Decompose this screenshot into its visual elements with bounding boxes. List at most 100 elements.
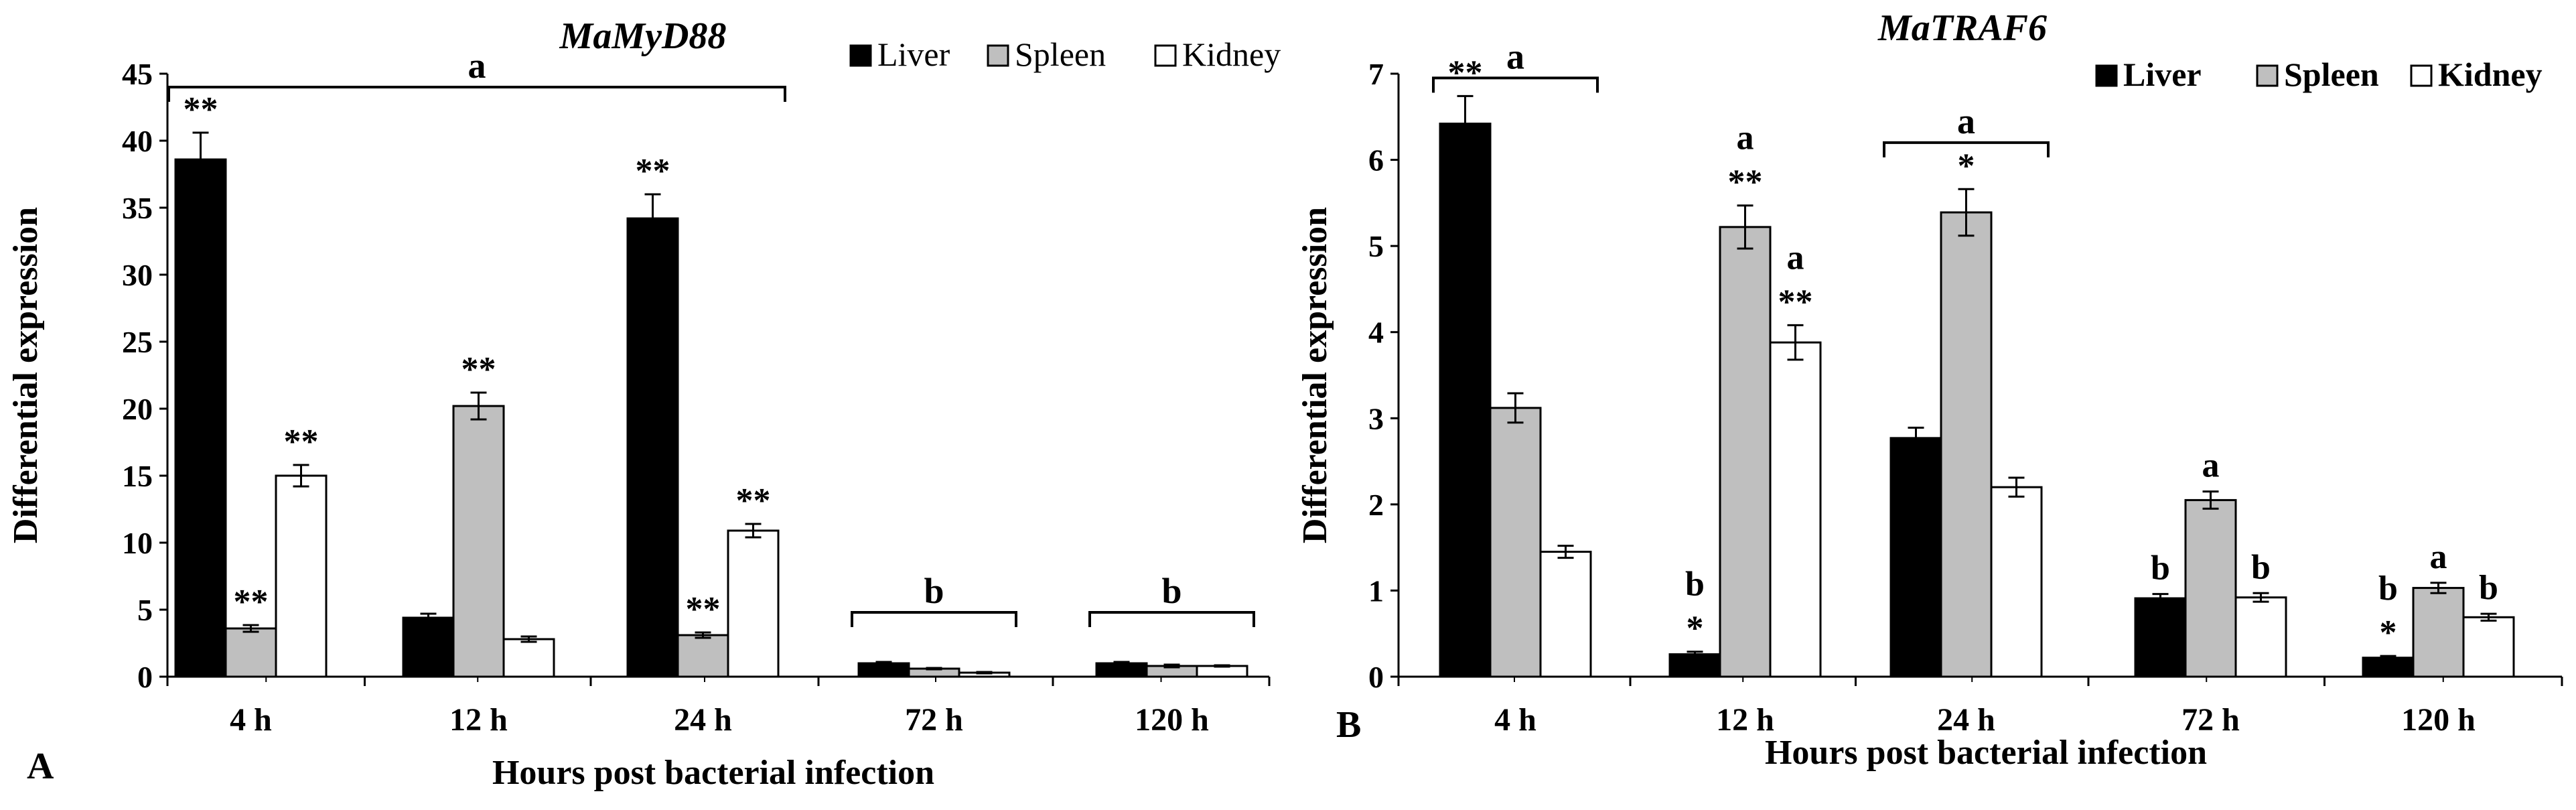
y-tick-label: 4 bbox=[1368, 316, 1384, 350]
legend-label-liver: Liver bbox=[877, 36, 950, 73]
x-axis-label: Hours post bacterial infection bbox=[492, 754, 934, 792]
bar-kidney-1 bbox=[502, 638, 555, 678]
bar-liver-1 bbox=[402, 616, 455, 678]
significance-mark: * bbox=[1687, 610, 1704, 648]
x-tick-label: 4 h bbox=[230, 702, 272, 738]
bar-spleen-1 bbox=[1719, 226, 1772, 678]
y-tick-label: 5 bbox=[137, 593, 153, 627]
significance-mark: ** bbox=[1778, 283, 1813, 321]
legend-swatch-spleen bbox=[2256, 64, 2279, 87]
y-tick-label: 45 bbox=[122, 57, 153, 91]
panel-label: B bbox=[1336, 704, 1361, 746]
y-tick-label: 2 bbox=[1368, 488, 1384, 522]
bar-liver-2 bbox=[626, 217, 679, 678]
legend-swatch-liver bbox=[849, 44, 872, 67]
group-letter: b bbox=[2251, 548, 2271, 586]
significance-bracket bbox=[851, 611, 1017, 627]
y-tick-label: 35 bbox=[122, 191, 153, 225]
bar-kidney-0 bbox=[275, 474, 328, 678]
significance-bracket bbox=[167, 86, 786, 102]
bracket-letter: a bbox=[468, 46, 486, 86]
y-tick-label: 3 bbox=[1368, 401, 1384, 435]
y-tick-label: 5 bbox=[1368, 229, 1384, 263]
bar-kidney-2 bbox=[1990, 486, 2043, 678]
significance-bracket bbox=[1088, 611, 1255, 627]
y-axis-label: Differential expression bbox=[7, 207, 45, 543]
bar-kidney-1 bbox=[1769, 341, 1822, 678]
significance-mark: ** bbox=[234, 583, 269, 621]
legend-label-kidney: Kidney bbox=[2438, 56, 2543, 93]
legend-swatch-liver bbox=[2095, 64, 2118, 87]
bar-spleen-0 bbox=[224, 627, 277, 678]
legend: Liver Spleen Kidney bbox=[2095, 56, 2543, 93]
bar-kidney-2 bbox=[727, 529, 780, 678]
significance-mark: ** bbox=[1448, 54, 1483, 92]
significance-mark: * bbox=[1958, 147, 1975, 185]
legend-swatch-kidney bbox=[2410, 64, 2433, 87]
significance-bracket bbox=[1432, 76, 1599, 93]
y-tick-label: 15 bbox=[122, 459, 153, 493]
y-tick-label: 1 bbox=[1368, 573, 1384, 608]
group-letter: b bbox=[1685, 565, 1705, 604]
y-axis-label: Differential expression bbox=[1296, 207, 1334, 543]
significance-mark: ** bbox=[636, 152, 670, 190]
legend-label-kidney: Kidney bbox=[1182, 36, 1281, 73]
significance-mark: ** bbox=[461, 350, 496, 389]
bar-spleen-2 bbox=[1940, 211, 1993, 678]
legend-swatch-kidney bbox=[1154, 44, 1177, 67]
chart-title: MaTRAF6 bbox=[1877, 7, 2047, 49]
x-tick-label: 24 h bbox=[674, 702, 732, 738]
legend-label-spleen: Spleen bbox=[1015, 36, 1106, 73]
significance-mark: ** bbox=[1728, 163, 1763, 202]
bar-liver-0 bbox=[174, 158, 227, 678]
y-tick-label: 40 bbox=[122, 124, 153, 158]
bracket-letter: b bbox=[1161, 571, 1182, 611]
significance-bracket bbox=[1883, 141, 2050, 157]
bar-spleen-0 bbox=[1489, 407, 1542, 678]
bar-spleen-2 bbox=[676, 634, 729, 678]
panel-label: A bbox=[27, 746, 54, 787]
bracket-letter: a bbox=[1506, 36, 1524, 76]
significance-mark: * bbox=[2380, 614, 2397, 652]
legend-label-spleen: Spleen bbox=[2284, 56, 2379, 93]
x-tick-label: 72 h bbox=[2181, 702, 2240, 738]
x-tick-label: 4 h bbox=[1494, 702, 1536, 738]
group-letter: b bbox=[2151, 549, 2170, 588]
chart-panel-b: MaTRAF6 B0 1 2 3 4 5 6 7 Differential expression 4… bbox=[1296, 7, 2563, 772]
bar-spleen-1 bbox=[452, 405, 505, 678]
bar-kidney-4 bbox=[2462, 616, 2515, 678]
x-tick-label: 120 h bbox=[1135, 702, 1209, 738]
x-tick-label: 120 h bbox=[2401, 702, 2476, 738]
group-letter: b bbox=[2378, 569, 2398, 608]
significance-mark: ** bbox=[284, 423, 319, 461]
y-tick-label: 30 bbox=[122, 258, 153, 292]
bar-spleen-3 bbox=[2184, 498, 2237, 678]
y-tick-label: 6 bbox=[1368, 143, 1384, 178]
y-tick-label: 20 bbox=[122, 392, 153, 426]
y-tick-label: 7 bbox=[1368, 57, 1384, 91]
y-tick-label: 0 bbox=[1368, 660, 1384, 694]
x-tick-label: 12 h bbox=[1716, 702, 1774, 738]
bar-liver-3 bbox=[2134, 597, 2187, 678]
group-letter: a bbox=[2202, 447, 2220, 485]
group-letter: a bbox=[2430, 538, 2447, 576]
group-letter: b bbox=[2479, 569, 2498, 607]
bar-spleen-4 bbox=[2412, 587, 2465, 678]
y-tick-label: 25 bbox=[122, 325, 153, 359]
bar-liver-0 bbox=[1439, 123, 1492, 678]
y-tick-label: 10 bbox=[122, 526, 153, 560]
x-axis-label: Hours post bacterial infection bbox=[1765, 734, 2207, 772]
significance-mark: ** bbox=[184, 90, 218, 129]
group-letter: a bbox=[1737, 119, 1754, 157]
bar-kidney-0 bbox=[1539, 551, 1592, 678]
significance-mark: ** bbox=[736, 482, 771, 520]
legend-swatch-spleen bbox=[987, 44, 1009, 67]
x-tick-label: 72 h bbox=[905, 702, 963, 738]
x-tick-label: 12 h bbox=[449, 702, 508, 738]
chart-panel-a: MaMyD88 A 0 5 10 15 20 25 30 35 40 45 Differential e… bbox=[7, 15, 1281, 792]
y-tick-label: 0 bbox=[137, 660, 153, 694]
bracket-letter: a bbox=[1957, 101, 1975, 141]
legend: Liver Spleen Kidney bbox=[849, 36, 1281, 73]
group-letter: a bbox=[1787, 239, 1804, 277]
